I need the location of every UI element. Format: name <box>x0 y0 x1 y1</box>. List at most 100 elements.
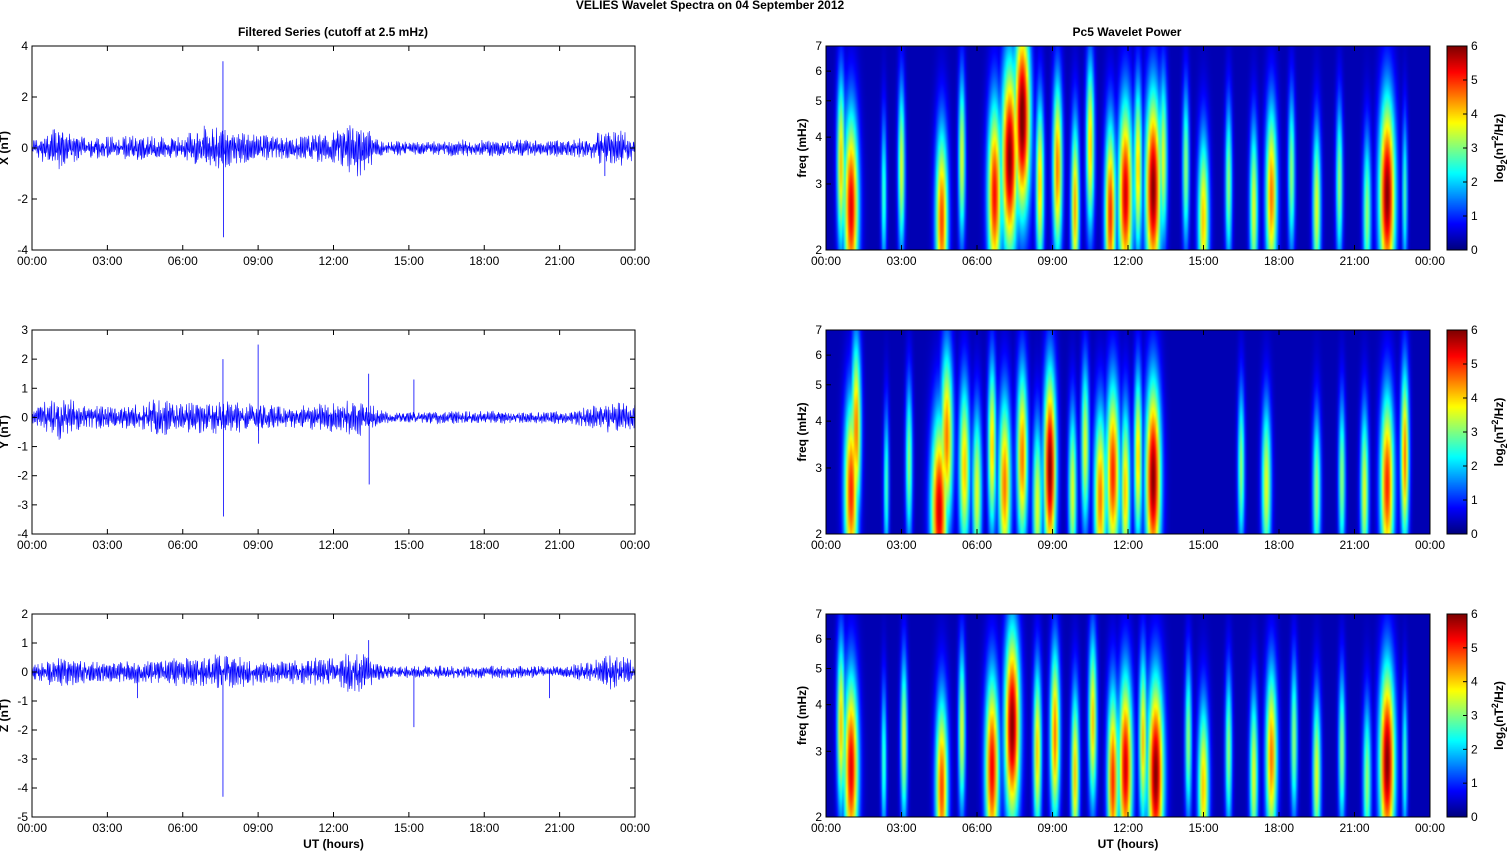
ytick-label: -2 <box>17 469 28 483</box>
line-xtick-label: 03:00 <box>92 254 122 268</box>
line-panel-2: -4 -3 -2 -1 0 1 2 3 Y (nT) 00:00 03:00 06:00 09:00 12… <box>0 323 650 552</box>
ytick-label: -3 <box>17 752 28 766</box>
heatmap-xtick-label: 12:00 <box>1113 254 1143 268</box>
line-xtick-label: 00:00 <box>620 538 650 552</box>
wavelet-panel-2: 2 3 4 5 6 7 freq (mHz) 00:00 03:00 06:00 09:00 12:0… <box>795 323 1509 552</box>
ytick-label: 5 <box>815 662 822 676</box>
heatmap-xtick-label: 09:00 <box>1037 821 1067 835</box>
ytick-label: 7 <box>815 323 822 337</box>
ytick-label: 4 <box>815 414 822 428</box>
ytick-label: 5 <box>815 94 822 108</box>
colorbar-tick-label: 5 <box>1471 641 1478 655</box>
heatmap-xtick-label: 12:00 <box>1113 538 1143 552</box>
ytick-label: -1 <box>17 694 28 708</box>
series-trace <box>31 125 636 177</box>
ytick-label: -2 <box>17 723 28 737</box>
heatmap-xtick-label: 00:00 <box>811 254 841 268</box>
colorbar-tick-label: 1 <box>1471 493 1478 507</box>
ytick-label: 6 <box>815 632 822 646</box>
heatmap-xtick-label: 18:00 <box>1264 538 1294 552</box>
colorbar-tick-label: 1 <box>1471 209 1478 223</box>
ytick-label: 2 <box>21 607 28 621</box>
ytick-label: 4 <box>815 130 822 144</box>
heatmap-xtick-label: 06:00 <box>962 538 992 552</box>
colorbar-tick-label: 0 <box>1471 527 1478 541</box>
plot-area <box>32 330 635 534</box>
heatmap-xtick-label: 21:00 <box>1339 254 1369 268</box>
wavelet-power-image <box>826 614 1430 817</box>
panels: -4-2024X (nT)00:0003:0006:0009:0012:0015… <box>0 39 1509 851</box>
line-xtick-label: 00:00 <box>620 254 650 268</box>
wavelet-power-image <box>826 330 1430 534</box>
ytick-label: 5 <box>815 378 822 392</box>
line-xtick-label: 06:00 <box>168 538 198 552</box>
ylabel: Z (nT) <box>0 699 11 732</box>
ylabel: freq (mHz) <box>795 686 809 745</box>
line-xtick-label: 09:00 <box>243 538 273 552</box>
ytick-label: -4 <box>17 243 28 257</box>
colorbar-label: log2(nT2/Hz) <box>1490 114 1509 183</box>
colorbar-tick-label: 2 <box>1471 742 1478 756</box>
line-xtick-label: 15:00 <box>394 821 424 835</box>
line-xlabel: UT (hours) <box>303 837 364 851</box>
line-xtick-label: 18:00 <box>469 821 499 835</box>
line-xtick-label: 09:00 <box>243 254 273 268</box>
ytick-label: 3 <box>815 461 822 475</box>
wavelet-panel-3: 2 3 4 5 6 7 freq (mHz) 00:00 03:00 06:00 09:00 12:0… <box>795 607 1509 851</box>
heatmap-xtick-label: 00:00 <box>811 538 841 552</box>
figure-title: VELIES Wavelet Spectra on 04 September 2… <box>576 0 845 12</box>
left-column-title: Filtered Series (cutoff at 2.5 mHz) <box>238 25 428 39</box>
ytick-label: -4 <box>17 527 28 541</box>
colorbar-tick-label: 4 <box>1471 107 1478 121</box>
plot-area <box>32 614 635 817</box>
colorbar-gradient <box>1447 330 1467 534</box>
heatmap-xtick-label: 15:00 <box>1188 821 1218 835</box>
heatmap-xtick-label: 18:00 <box>1264 821 1294 835</box>
ytick-label: -4 <box>17 781 28 795</box>
heatmap-xtick-label: 03:00 <box>886 254 916 268</box>
ytick-label: 3 <box>815 744 822 758</box>
colorbar-tick-label: 5 <box>1471 73 1478 87</box>
ytick-label: 7 <box>815 607 822 621</box>
right-column-title: Pc5 Wavelet Power <box>1073 25 1182 39</box>
line-xtick-label: 18:00 <box>469 538 499 552</box>
line-xtick-label: 12:00 <box>318 821 348 835</box>
ytick-label: -5 <box>17 810 28 824</box>
heatmap-xtick-label: 21:00 <box>1339 821 1369 835</box>
line-xtick-label: 21:00 <box>545 538 575 552</box>
line-xtick-label: 00:00 <box>17 254 47 268</box>
colorbar: 0 1 2 3 4 5 6 log2(nT2/Hz) <box>1446 323 1509 541</box>
line-xtick-label: 21:00 <box>545 821 575 835</box>
ytick-label: 0 <box>21 665 28 679</box>
ylabel: Y (nT) <box>0 415 11 449</box>
line-xtick-label: 18:00 <box>469 254 499 268</box>
colorbar-tick-label: 4 <box>1471 675 1478 689</box>
heatmap-xtick-label: 03:00 <box>886 538 916 552</box>
line-xtick-label: 06:00 <box>168 821 198 835</box>
colorbar-tick-label: 6 <box>1471 607 1478 621</box>
colorbar-tick-label: 5 <box>1471 357 1478 371</box>
ytick-label: 2 <box>815 243 822 257</box>
heatmap-xtick-label: 00:00 <box>1415 821 1445 835</box>
ytick-label: 6 <box>815 64 822 78</box>
colorbar-tick-label: 6 <box>1471 323 1478 337</box>
colorbar-tick-label: 2 <box>1471 175 1478 189</box>
heatmap-xtick-label: 15:00 <box>1188 538 1218 552</box>
line-xtick-label: 03:00 <box>92 538 122 552</box>
ytick-label: 4 <box>21 39 28 53</box>
ytick-label: 0 <box>21 410 28 424</box>
heatmap-xtick-label: 03:00 <box>886 821 916 835</box>
ytick-label: 3 <box>21 323 28 337</box>
ytick-label: 2 <box>21 90 28 104</box>
heatmap-xtick-label: 00:00 <box>811 821 841 835</box>
ytick-label: 1 <box>21 636 28 650</box>
line-xtick-label: 00:00 <box>17 821 47 835</box>
colorbar-tick-label: 3 <box>1471 141 1478 155</box>
ylabel: freq (mHz) <box>795 402 809 461</box>
colorbar: 0 1 2 3 4 5 6 log2(nT2/Hz) <box>1446 607 1509 824</box>
heatmap-xtick-label: 21:00 <box>1339 538 1369 552</box>
heatmap-xtick-label: 12:00 <box>1113 821 1143 835</box>
line-panel-1: -4 -2 0 2 4 X (nT) 00:00 03:00 06:00 09:00 12:00 15… <box>0 39 650 268</box>
ytick-label: 1 <box>21 381 28 395</box>
ytick-label: 3 <box>815 177 822 191</box>
